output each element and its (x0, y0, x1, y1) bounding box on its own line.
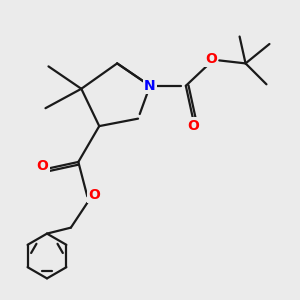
Text: O: O (88, 188, 100, 202)
Text: O: O (37, 159, 48, 173)
Text: O: O (205, 52, 217, 66)
Text: O: O (188, 118, 199, 133)
Text: N: N (144, 79, 156, 93)
